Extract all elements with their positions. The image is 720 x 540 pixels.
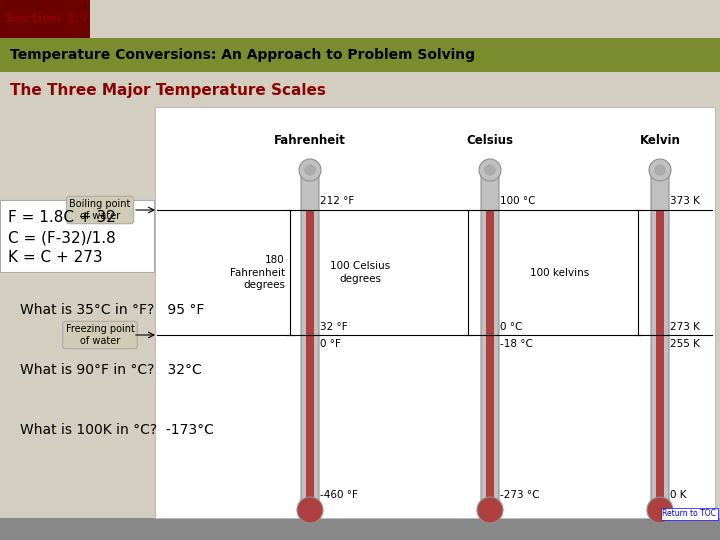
Circle shape [485, 165, 495, 175]
Text: 273 K: 273 K [670, 322, 700, 332]
Text: C = (F-32)/1.8: C = (F-32)/1.8 [8, 231, 116, 246]
Text: 212 °F: 212 °F [320, 196, 354, 206]
Circle shape [477, 497, 503, 523]
Text: 32 °F: 32 °F [320, 322, 348, 332]
Text: Return to TOC: Return to TOC [662, 510, 716, 518]
Text: What is 90°F in °C?   32°C: What is 90°F in °C? 32°C [20, 363, 202, 377]
FancyBboxPatch shape [651, 168, 669, 512]
Text: Boiling point
of water: Boiling point of water [69, 199, 131, 221]
FancyBboxPatch shape [0, 518, 720, 540]
Circle shape [479, 159, 501, 181]
FancyBboxPatch shape [0, 200, 154, 272]
Circle shape [299, 159, 321, 181]
Text: Section 2.7: Section 2.7 [5, 12, 89, 25]
Circle shape [655, 165, 665, 175]
Text: -18 °C: -18 °C [500, 339, 533, 349]
Text: Freezing point
of water: Freezing point of water [66, 324, 135, 346]
Text: -460 °F: -460 °F [320, 490, 358, 500]
FancyBboxPatch shape [306, 210, 314, 510]
FancyBboxPatch shape [0, 0, 90, 38]
Text: Kelvin: Kelvin [639, 133, 680, 146]
Text: 255 K: 255 K [670, 339, 700, 349]
Text: What is 35°C in °F?   95 °F: What is 35°C in °F? 95 °F [20, 303, 204, 317]
Text: Temperature Conversions: An Approach to Problem Solving: Temperature Conversions: An Approach to … [10, 48, 475, 62]
Text: 100 °C: 100 °C [500, 196, 536, 206]
FancyBboxPatch shape [656, 210, 664, 510]
FancyBboxPatch shape [486, 210, 494, 510]
FancyBboxPatch shape [155, 107, 715, 518]
Text: F = 1.8C + 32: F = 1.8C + 32 [8, 211, 116, 226]
Text: The Three Major Temperature Scales: The Three Major Temperature Scales [10, 83, 326, 98]
Text: Fahrenheit: Fahrenheit [274, 133, 346, 146]
Circle shape [297, 497, 323, 523]
Text: What is 100K in °C?  -173°C: What is 100K in °C? -173°C [20, 423, 214, 437]
Text: Celsius: Celsius [467, 133, 513, 146]
Text: K = C + 273: K = C + 273 [8, 251, 103, 266]
Text: 373 K: 373 K [670, 196, 700, 206]
Text: 0 K: 0 K [670, 490, 686, 500]
Circle shape [305, 165, 315, 175]
FancyBboxPatch shape [301, 168, 319, 512]
Text: 100 Celsius
degrees: 100 Celsius degrees [330, 261, 390, 284]
Text: 0 °C: 0 °C [500, 322, 523, 332]
Text: 0 °F: 0 °F [320, 339, 341, 349]
Circle shape [649, 159, 671, 181]
FancyBboxPatch shape [0, 38, 720, 72]
Text: 100 kelvins: 100 kelvins [531, 267, 590, 278]
FancyBboxPatch shape [481, 168, 499, 512]
Text: -273 °C: -273 °C [500, 490, 539, 500]
Text: 180
Fahrenheit
degrees: 180 Fahrenheit degrees [230, 255, 285, 290]
Circle shape [647, 497, 673, 523]
